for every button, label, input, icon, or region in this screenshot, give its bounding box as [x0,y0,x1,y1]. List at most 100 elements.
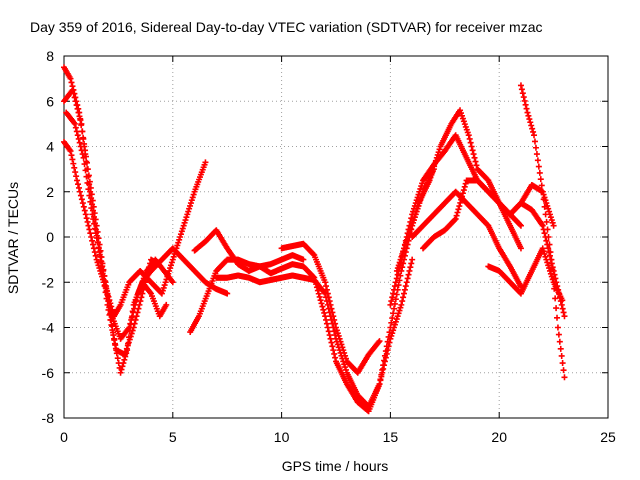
data-point [527,119,534,126]
data-point [521,97,528,104]
data-point [393,291,400,298]
data-point [68,79,75,86]
data-point [553,279,560,286]
data-point [99,263,106,270]
data-point [320,306,327,313]
data-point [549,219,556,226]
data-point [331,350,338,357]
data-point [117,369,124,376]
data-point [337,338,344,345]
x-tick-label: 25 [600,429,616,445]
data-point [418,183,425,190]
data-point [182,217,189,224]
data-point [325,328,332,335]
data-point [75,135,82,142]
data-point [526,116,533,123]
x-tick-label: 5 [169,429,177,445]
data-point [69,86,76,93]
data-point [383,343,390,350]
data-point [560,309,567,316]
data-point [69,156,76,163]
data-point [399,250,406,257]
series-sat-p [507,200,568,320]
data-point [188,197,195,204]
data-point [403,236,410,243]
data-point [329,343,336,350]
data-point [434,151,441,158]
data-point [169,256,176,263]
data-point [342,355,349,362]
data-point [324,324,331,331]
data-point [556,338,563,345]
data-point [378,371,385,378]
data-point [324,290,331,297]
data-point [468,143,475,150]
data-point [470,151,477,158]
data-point [80,203,87,210]
data-point [72,124,79,131]
data-point [545,245,552,252]
data-point [104,288,111,295]
data-point [128,316,135,323]
data-point [430,166,437,173]
data-point [121,351,128,358]
data-point [319,303,326,310]
data-point [174,242,181,249]
data-point [399,298,406,305]
data-point [396,259,403,266]
data-point [389,315,396,322]
data-point [409,256,416,263]
data-point [330,347,337,354]
data-point [549,264,556,271]
data-point [556,294,563,301]
data-point [542,234,549,240]
data-point [81,161,88,168]
data-point [458,196,465,203]
data-point [436,146,443,153]
data-point [90,241,97,248]
data-point [391,300,398,307]
data-point [321,309,328,316]
data-point [224,290,231,297]
data-point [88,234,95,240]
data-point [403,279,410,286]
data-point [323,320,330,327]
data-point [531,138,538,145]
data-point [316,293,323,300]
data-point [95,262,102,269]
data-point [180,222,187,229]
data-point [340,347,347,354]
data-point [177,234,184,240]
data-point [415,191,422,198]
data-point [384,338,391,345]
data-point [333,327,340,334]
data-point [392,279,399,286]
data-point [406,267,413,274]
data-point [100,267,107,274]
data-point [82,211,89,218]
data-point [375,339,382,346]
data-point [128,330,135,337]
data-point [376,381,383,388]
data-point [120,360,127,367]
data-point [455,206,462,213]
data-point [390,310,397,317]
data-point [543,237,550,244]
data-point [387,324,394,331]
data-point [454,209,461,216]
data-point [473,162,480,169]
data-point [93,234,100,241]
data-point [389,294,396,301]
data-point [525,112,532,119]
y-axis-label: SDTVAR / TECUs [5,182,21,294]
data-point [92,230,99,237]
data-point [184,211,191,218]
data-point [552,295,559,302]
y-tick-label: -4 [42,320,55,336]
data-point [453,212,460,219]
data-point [187,200,194,207]
data-point [541,250,548,257]
data-point [393,275,400,282]
data-point [546,208,553,215]
data-point [83,173,90,180]
